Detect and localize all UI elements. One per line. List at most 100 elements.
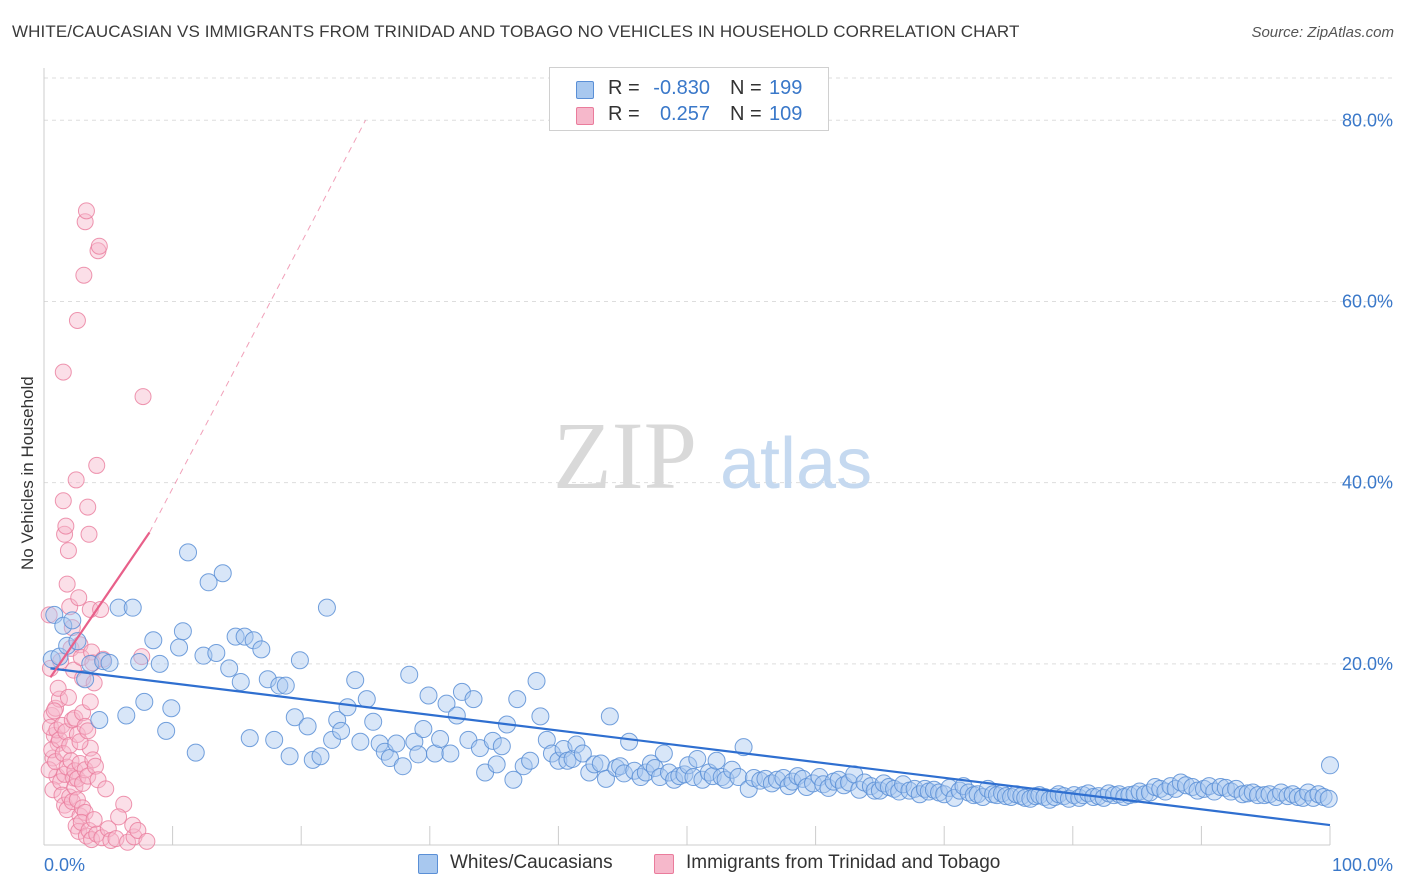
data-point-whites — [1309, 785, 1328, 804]
legend-row-immigrants: R = 0.257 N = 109 — [550, 102, 828, 128]
data-point-immigrants — [67, 471, 85, 489]
bottom-legend-swatch-immigrants — [654, 854, 674, 874]
data-point-whites — [508, 690, 527, 709]
y-axis-title: No Vehicles in Household — [18, 376, 37, 570]
data-point-immigrants — [70, 589, 88, 607]
data-point-whites — [865, 781, 884, 800]
data-point-immigrants — [63, 619, 81, 637]
data-point-whites — [414, 720, 433, 739]
legend-swatch-whites — [576, 81, 594, 99]
data-point-immigrants — [80, 525, 98, 543]
data-point-whites — [332, 721, 351, 740]
data-point-whites — [1002, 787, 1021, 806]
data-point-whites — [351, 732, 370, 751]
data-point-whites — [1171, 773, 1190, 792]
data-point-immigrants — [40, 606, 58, 624]
data-point-immigrants — [92, 600, 110, 618]
data-point-whites — [213, 564, 232, 583]
data-point-whites — [409, 745, 428, 764]
data-point-whites — [117, 706, 136, 725]
data-point-immigrants — [76, 803, 94, 821]
y-tick-label: 20.0% — [1342, 654, 1393, 674]
data-point-whites — [665, 770, 684, 789]
data-point-whites — [959, 783, 978, 802]
data-point-whites — [723, 760, 742, 779]
data-point-whites — [364, 712, 383, 731]
data-point-whites — [123, 598, 142, 617]
data-point-whites — [492, 737, 511, 756]
data-point-immigrants — [85, 811, 103, 829]
data-point-whites — [425, 744, 444, 763]
data-point-whites — [527, 672, 546, 691]
data-point-immigrants — [86, 757, 104, 775]
data-point-whites — [874, 774, 893, 793]
data-point-whites — [220, 659, 239, 678]
data-point-whites — [173, 622, 192, 641]
data-point-whites — [235, 627, 254, 646]
data-point-whites — [437, 694, 456, 713]
data-point-whites — [170, 638, 189, 657]
data-point-immigrants — [97, 780, 115, 798]
data-point-whites — [1161, 777, 1180, 796]
data-point-whites — [1288, 787, 1307, 806]
data-point-whites — [693, 770, 712, 789]
data-point-immigrants — [85, 674, 103, 692]
data-point-whites — [734, 738, 753, 757]
tick-labels: 20.0% 40.0% 60.0% 80.0% 0.0% 100.0% — [44, 110, 1393, 875]
correlation-legend: R = -0.830 N = 199 R = 0.257 N = 109 — [549, 67, 829, 131]
data-point-whites — [338, 698, 357, 717]
grid-lines — [44, 77, 1392, 665]
legend-r-value: -0.830 — [653, 77, 710, 99]
data-point-whites — [1035, 787, 1054, 806]
data-point-whites — [231, 672, 250, 691]
legend-row-whites: R = -0.830 N = 199 — [550, 76, 828, 102]
data-point-whites — [54, 616, 73, 635]
data-point-immigrants — [75, 266, 93, 284]
trend-line-immigrants-extension — [149, 120, 366, 533]
data-point-immigrants — [133, 648, 151, 666]
data-point-whites — [258, 670, 277, 689]
data-point-whites — [252, 640, 271, 659]
data-point-whites — [199, 573, 218, 592]
data-point-whites — [625, 761, 644, 780]
data-point-whites — [464, 690, 483, 709]
y-tick-label: 60.0% — [1342, 291, 1393, 311]
data-point-whites — [328, 710, 347, 729]
data-point-whites — [1216, 778, 1235, 797]
data-point-whites — [688, 749, 707, 768]
data-point-immigrants — [134, 388, 152, 406]
data-point-whites — [419, 686, 438, 705]
data-point-whites — [447, 706, 466, 725]
data-point-whites — [1021, 789, 1040, 808]
data-point-whites — [1156, 782, 1175, 801]
data-point-whites — [431, 730, 450, 749]
legend-n-label: N = — [730, 103, 762, 125]
data-point-whites — [90, 710, 109, 729]
data-point-immigrants — [74, 799, 92, 817]
data-point-immigrants — [79, 722, 97, 740]
x-tick-label: 0.0% — [44, 855, 85, 875]
watermark-zip: ZIP — [553, 402, 697, 509]
data-point-whites — [768, 770, 787, 789]
data-point-immigrants — [90, 237, 108, 255]
data-point-whites — [905, 779, 924, 798]
data-point-whites — [549, 751, 568, 770]
data-point-whites — [1283, 785, 1302, 804]
data-point-whites — [94, 652, 113, 671]
data-point-whites — [924, 780, 943, 799]
data-point-whites — [585, 755, 604, 774]
data-point-whites — [317, 598, 336, 617]
data-point-whites — [620, 732, 639, 751]
watermark-atlas: atlas — [720, 424, 872, 504]
data-point-whites — [483, 731, 502, 750]
data-point-whites — [1304, 788, 1323, 807]
bottom-legend-swatch-whites — [418, 854, 438, 874]
data-point-whites — [1211, 778, 1230, 797]
data-point-whites — [650, 768, 669, 787]
bottom-legend-label-immigrants: Immigrants from Trinidad and Tobago — [686, 852, 1001, 873]
data-point-whites — [707, 751, 726, 770]
data-point-whites — [563, 749, 582, 768]
data-point-whites — [591, 754, 610, 773]
data-point-whites — [679, 756, 698, 775]
